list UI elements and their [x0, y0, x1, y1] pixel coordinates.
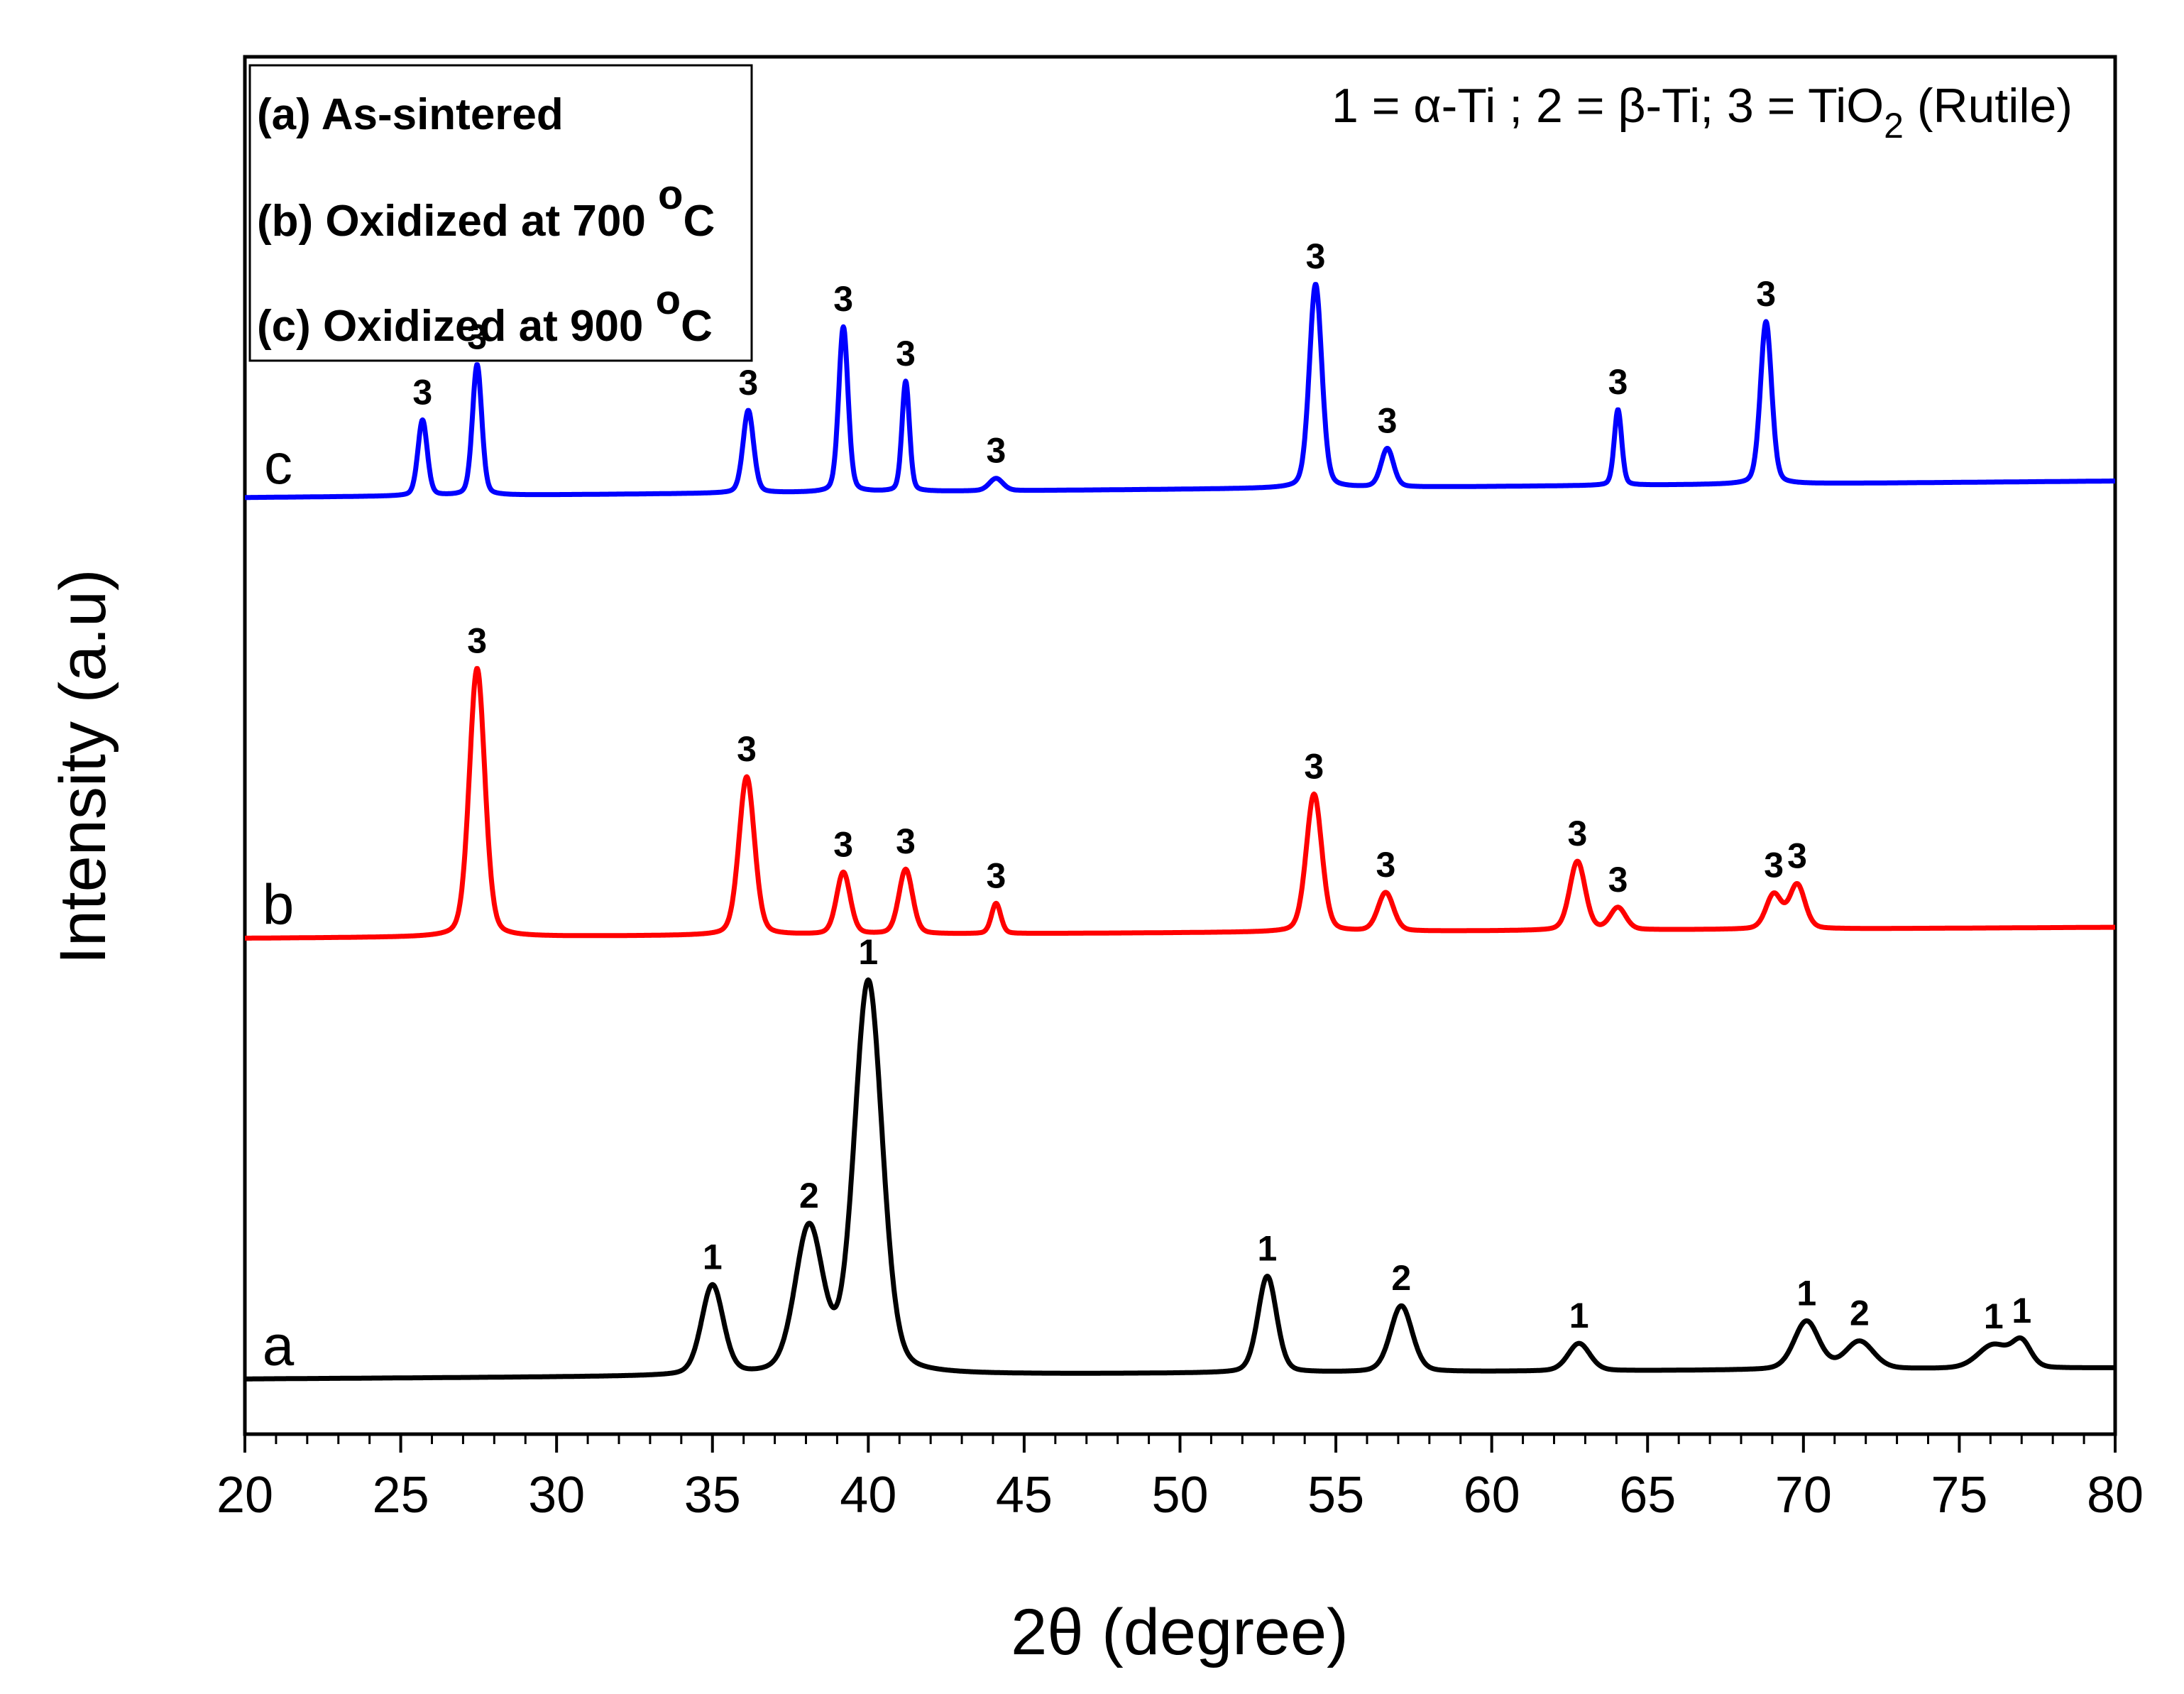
peak-label-a: 1: [703, 1237, 723, 1277]
phase-key-rest: (Rutile): [1904, 79, 2073, 133]
x-tick-label: 55: [1307, 1467, 1364, 1524]
peak-label-a: 1: [1796, 1273, 1816, 1313]
peak-label-a: 1: [858, 932, 878, 972]
series-line-a: [243, 977, 2117, 1382]
phase-key-subscript: 2: [1884, 106, 1904, 146]
peak-label-c: 3: [1378, 400, 1398, 440]
peak-label-a: 2: [799, 1176, 819, 1215]
peak-label-c: 3: [1608, 362, 1628, 402]
x-tick-label: 70: [1775, 1467, 1832, 1524]
series-line-c: [243, 282, 2117, 501]
peak-label-c: 3: [896, 334, 916, 373]
x-tick-label: 25: [373, 1467, 429, 1524]
peak-label-b: 3: [467, 621, 487, 660]
legend-entry-b: (b) Oxidized at 700 oC: [257, 172, 715, 246]
y-axis-title: Intensity (a.u): [47, 569, 119, 964]
series-layer: [243, 282, 2117, 1382]
peak-label-a: 2: [1850, 1294, 1870, 1333]
legend-b-unit: C: [683, 197, 715, 246]
peak-label-b: 3: [1376, 845, 1395, 885]
peak-label-a: 1: [1984, 1296, 2004, 1336]
x-tick-label: 30: [528, 1467, 585, 1524]
legend-c-degree: o: [656, 277, 681, 323]
phase-key: 1 = α-Ti ; 2 = β-Ti; 3 = TiO2 (Rutile): [1332, 79, 2073, 146]
series-line-b: [243, 666, 2117, 941]
peak-label-b: 3: [1608, 860, 1628, 900]
x-tick-label: 60: [1464, 1467, 1520, 1524]
peak-label-b: 3: [1304, 746, 1324, 786]
peak-label-a: 1: [1258, 1229, 1278, 1269]
peak-label-c: 3: [986, 431, 1006, 471]
peak-label-c: 3: [738, 363, 758, 403]
peak-label-b: 3: [737, 729, 757, 769]
peak-label-c: 3: [467, 317, 487, 356]
legend-entry-c: (c) Oxidized at 900 oC: [257, 277, 713, 351]
peak-label-b: 3: [896, 821, 916, 861]
x-axis-title: 2θ (degree): [1011, 1596, 1349, 1668]
series-label-a: a: [263, 1313, 295, 1377]
x-tick-label: 40: [840, 1467, 896, 1524]
peak-label-b: 3: [1568, 814, 1588, 853]
x-tick-label: 45: [996, 1467, 1053, 1524]
x-tick-layer: 20 25 30 35 40 45 50 55 60 65 70 75 80: [216, 1434, 2144, 1524]
peak-label-a: 2: [1391, 1258, 1411, 1298]
x-tick-label: 20: [216, 1467, 273, 1524]
peak-label-c: 3: [1306, 236, 1326, 276]
legend-c-unit: C: [681, 302, 713, 351]
legend-entry-a: (a) As-sintered: [257, 90, 564, 139]
legend-frame: [248, 64, 753, 362]
series-label-c: c: [264, 432, 292, 496]
x-tick-label: 50: [1151, 1467, 1208, 1524]
peak-label-a: 1: [1569, 1296, 1589, 1335]
peak-label-c: 3: [412, 372, 432, 412]
x-tick-label: 65: [1619, 1467, 1676, 1524]
legend-b-degree: o: [658, 172, 683, 218]
x-tick-label: 35: [684, 1467, 741, 1524]
series-label-b: b: [263, 873, 295, 936]
peak-label-c: 3: [833, 279, 853, 319]
peak-label-c: 3: [1756, 274, 1776, 314]
peak-label-b: 3: [986, 856, 1006, 895]
series-label-layer: a b c: [263, 432, 295, 1377]
x-tick-label: 75: [1931, 1467, 1987, 1524]
peak-label-b: 3: [833, 824, 853, 864]
peak-label-a: 1: [2012, 1291, 2031, 1330]
legend-box: (a) As-sintered (b) Oxidized at 700 oC (…: [248, 64, 753, 362]
peak-label-b: 3: [1787, 836, 1807, 875]
peak-label-b: 3: [1764, 846, 1784, 885]
x-tick-label: 80: [2087, 1467, 2144, 1524]
